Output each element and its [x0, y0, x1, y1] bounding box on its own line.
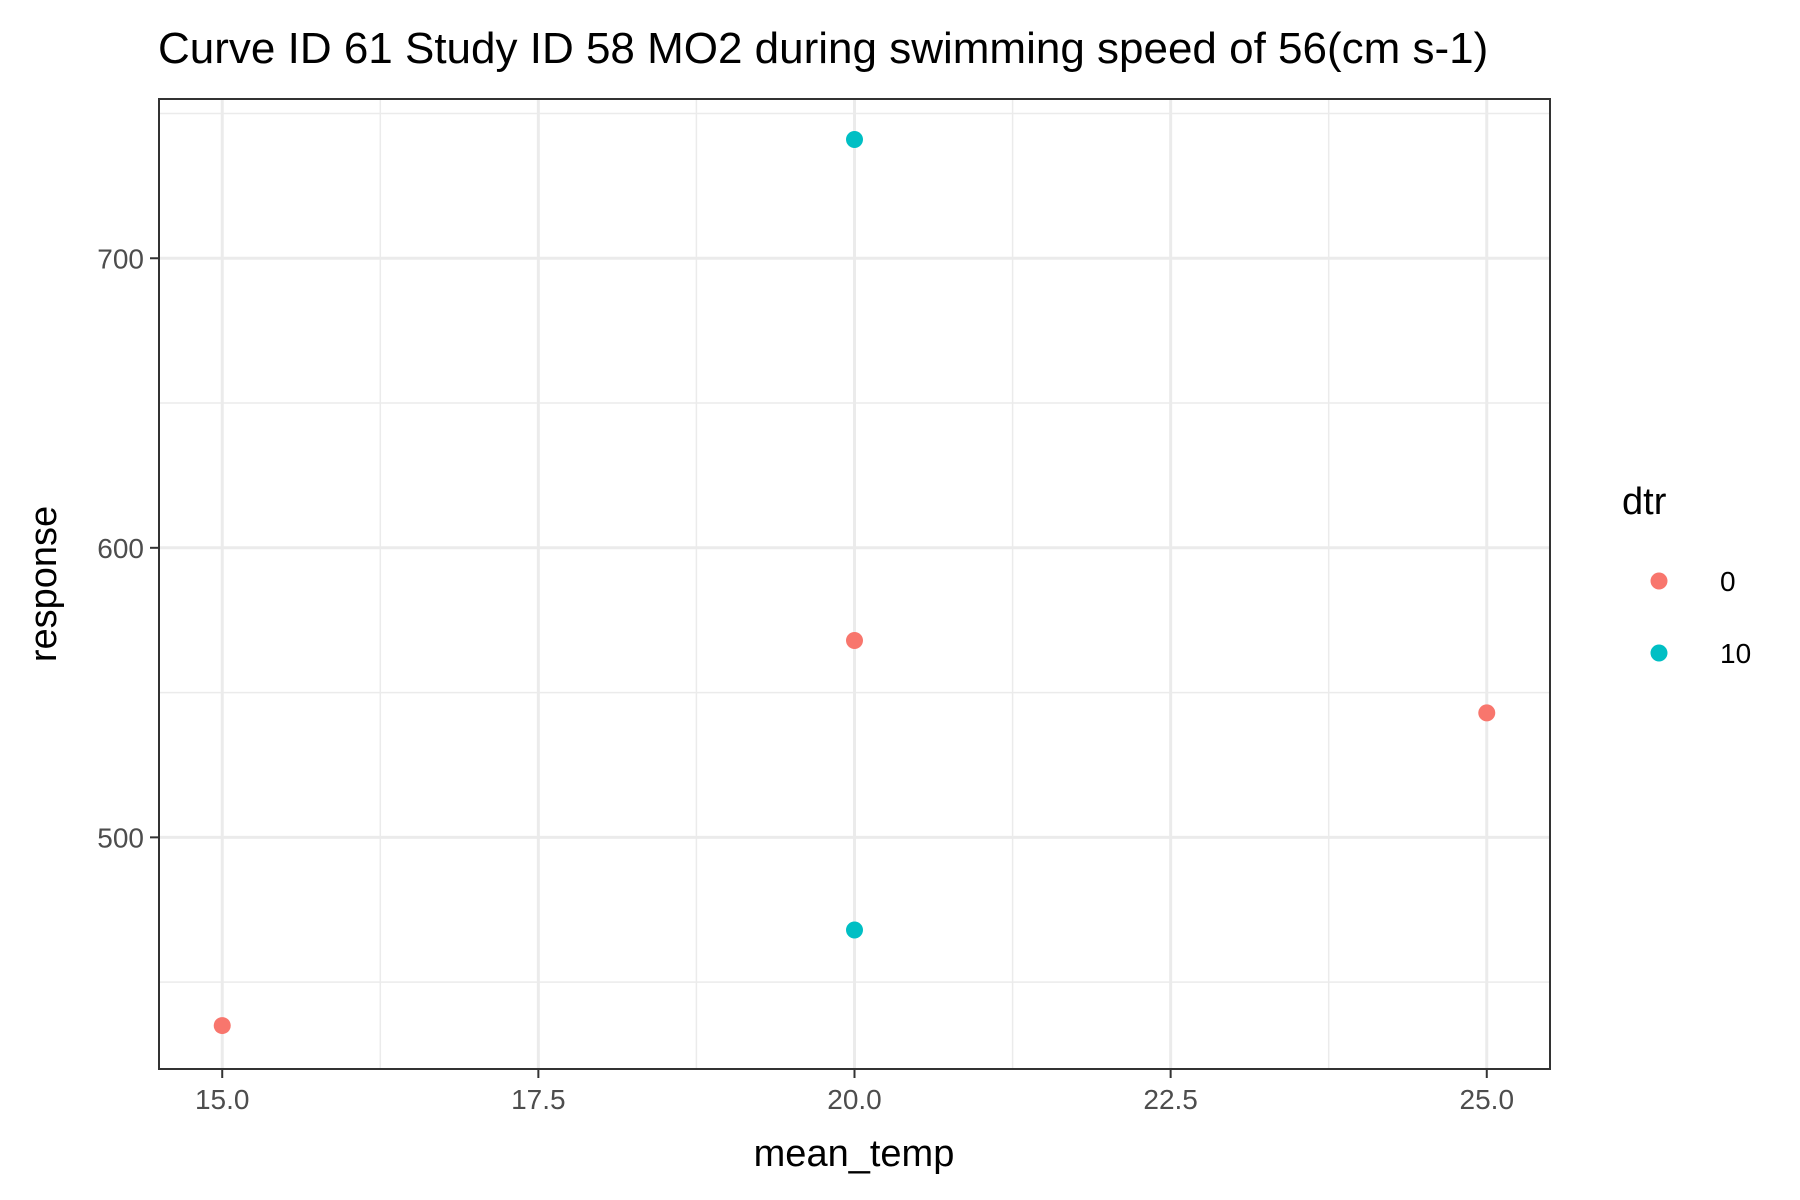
x-tick-label: 15.0	[195, 1084, 250, 1115]
y-axis-title: response	[23, 506, 65, 662]
data-point-dtr-0	[1478, 704, 1496, 722]
data-point-dtr-0	[213, 1017, 231, 1035]
data-point-dtr-0	[846, 631, 863, 649]
x-axis: 15.0 17.5 20.0 22.5 25.0	[195, 1069, 1514, 1115]
y-tick-label: 700	[97, 243, 144, 274]
y-tick-label: 600	[97, 533, 144, 564]
legend-title: dtr	[1622, 481, 1667, 523]
x-tick-label: 20.0	[827, 1084, 882, 1115]
legend-key-dtr-0	[1650, 572, 1668, 590]
data-point-dtr-10	[846, 131, 863, 149]
legend-key-dtr-10	[1650, 644, 1668, 662]
chart-title: Curve ID 61 Study ID 58 MO2 during swimm…	[158, 24, 1488, 73]
x-tick-label: 17.5	[511, 1084, 566, 1115]
y-tick-label: 500	[97, 822, 144, 853]
legend-label: 10	[1720, 638, 1751, 669]
data-point-dtr-10	[846, 921, 863, 939]
legend: dtr 0 10	[1622, 481, 1751, 669]
plot-panel	[158, 98, 1551, 1070]
y-axis: 500 600 700	[97, 243, 159, 853]
x-tick-label: 22.5	[1143, 1084, 1198, 1115]
x-axis-title: mean_temp	[754, 1133, 955, 1175]
x-tick-label: 25.0	[1460, 1084, 1515, 1115]
legend-label: 0	[1720, 566, 1736, 597]
